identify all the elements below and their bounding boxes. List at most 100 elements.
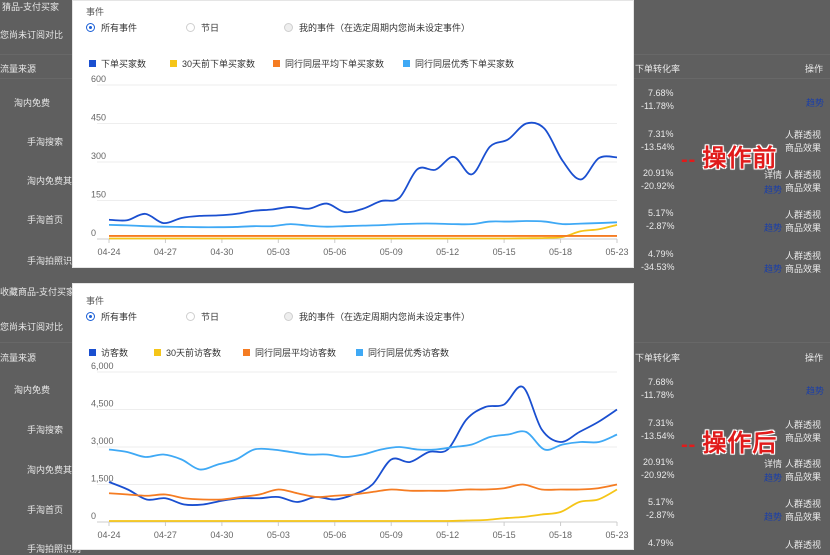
bg-row-label: 淘内免费 bbox=[14, 385, 51, 395]
y-tick-label: 600 bbox=[91, 75, 106, 84]
legend-swatch bbox=[243, 349, 250, 356]
radio-all-events[interactable]: 所有事件 bbox=[86, 21, 137, 34]
bg-crowd[interactable]: 人群透视 bbox=[785, 420, 822, 430]
legend-label: 同行同层优秀下单买家数 bbox=[415, 59, 515, 69]
legend-label: 下单买家数 bbox=[101, 59, 147, 69]
bg-value: -13.54% bbox=[641, 142, 675, 152]
series-line bbox=[108, 220, 618, 229]
bg-detail-link[interactable]: 详情 bbox=[764, 170, 783, 180]
x-tick-label: 05-12 bbox=[436, 530, 459, 540]
radio-disabled-icon bbox=[284, 312, 293, 321]
radio-label: 我的事件（在选定周期内您尚未设定事件） bbox=[299, 312, 471, 322]
trend-link[interactable]: 趋势 bbox=[764, 264, 783, 274]
radio-label: 节日 bbox=[201, 23, 220, 33]
legend-swatch bbox=[89, 349, 96, 356]
bg-col-source: 流量来源 bbox=[0, 64, 37, 74]
annotation-before: -- 操作前 bbox=[681, 138, 777, 173]
bg-product-effect[interactable]: 商品效果 bbox=[785, 143, 822, 153]
y-tick-label: 0 bbox=[91, 228, 96, 238]
bg-row-label: 淘内免费其他 bbox=[27, 176, 82, 186]
trend-link[interactable]: 趋势 bbox=[806, 386, 825, 396]
radio-disabled-icon bbox=[284, 23, 293, 32]
trend-link[interactable]: 趋势 bbox=[764, 185, 783, 195]
x-tick-label: 05-15 bbox=[493, 530, 516, 540]
bg-crowd[interactable]: 人群透视 bbox=[785, 130, 822, 140]
trend-link[interactable]: 趋势 bbox=[806, 98, 825, 108]
bg-row-label: 收藏商品-支付买家 bbox=[0, 287, 75, 297]
x-tick-label: 05-06 bbox=[323, 247, 346, 257]
bg-product-effect[interactable]: 商品效果 bbox=[785, 512, 822, 522]
x-tick-label: 04-27 bbox=[154, 530, 177, 540]
bg-value: -11.78% bbox=[641, 390, 674, 400]
y-tick-label: 1,500 bbox=[91, 474, 114, 484]
legend-item[interactable]: 30天前下单买家数 bbox=[170, 57, 255, 70]
bg-value: 7.31% bbox=[648, 418, 674, 428]
y-tick-label: 4,500 bbox=[91, 399, 114, 409]
bg-row-label: 淘内免费 bbox=[14, 98, 51, 108]
radio-label: 所有事件 bbox=[101, 23, 138, 33]
legend-swatch bbox=[89, 60, 96, 67]
annotation-after: -- 操作后 bbox=[681, 423, 777, 458]
bg-crowd[interactable]: 人群透视 bbox=[785, 251, 822, 261]
radio-checked-icon bbox=[86, 312, 95, 321]
legend-item[interactable]: 同行同层优秀访客数 bbox=[356, 346, 449, 359]
bg-value: 7.68% bbox=[648, 88, 674, 98]
bg-row-label: 手淘拍照识别 bbox=[27, 256, 82, 266]
series-line bbox=[108, 483, 618, 501]
radio-my-events[interactable]: 我的事件（在选定周期内您尚未设定事件） bbox=[284, 310, 470, 323]
x-tick-label: 05-18 bbox=[549, 530, 572, 540]
radio-my-events[interactable]: 我的事件（在选定周期内您尚未设定事件） bbox=[284, 21, 470, 34]
x-tick-label: 05-09 bbox=[380, 247, 403, 257]
x-tick-label: 05-15 bbox=[493, 247, 516, 257]
radio-holidays[interactable]: 节日 bbox=[186, 21, 219, 34]
series-line bbox=[108, 430, 618, 471]
bg-product-effect[interactable]: 商品效果 bbox=[785, 472, 822, 482]
legend-item[interactable]: 30天前访客数 bbox=[154, 346, 221, 359]
legend-item[interactable]: 同行同层平均访客数 bbox=[243, 346, 336, 359]
bg-crowd[interactable]: 人群透视 bbox=[785, 210, 822, 220]
bg-value: -2.87% bbox=[646, 221, 675, 231]
x-tick-label: 05-03 bbox=[267, 247, 290, 257]
x-tick-label: 04-24 bbox=[97, 247, 120, 257]
bg-col-action: 操作 bbox=[805, 353, 824, 363]
legend-label: 同行同层平均下单买家数 bbox=[285, 59, 385, 69]
legend-item[interactable]: 同行同层平均下单买家数 bbox=[273, 57, 384, 70]
legend-item[interactable]: 访客数 bbox=[89, 346, 128, 359]
bg-product-effect[interactable]: 商品效果 bbox=[785, 433, 822, 443]
bg-product-effect[interactable]: 商品效果 bbox=[785, 264, 822, 274]
bg-crowd[interactable]: 人群透视 bbox=[785, 499, 822, 509]
annotation-dash: -- bbox=[681, 149, 697, 171]
legend-item[interactable]: 下单买家数 bbox=[89, 57, 146, 70]
bg-row-label: 手淘搜索 bbox=[27, 137, 64, 147]
y-tick-label: 450 bbox=[91, 113, 106, 123]
x-tick-label: 05-23 bbox=[605, 247, 628, 257]
bg-value: 7.31% bbox=[648, 129, 674, 139]
bg-value: -11.78% bbox=[641, 101, 674, 111]
bg-detail-link[interactable]: 详情 bbox=[764, 459, 783, 469]
bg-crowd[interactable]: 人群透视 bbox=[785, 459, 822, 469]
legend-item[interactable]: 同行同层优秀下单买家数 bbox=[403, 57, 514, 70]
bg-crowd[interactable]: 人群透视 bbox=[785, 540, 822, 550]
bg-value: 5.17% bbox=[648, 208, 674, 218]
radio-unchecked-icon bbox=[186, 23, 195, 32]
bg-crowd[interactable]: 人群透视 bbox=[785, 170, 822, 180]
line-chart-after: 6,000 4,500 3,000 1,500 004-24 04-27 04-30 05-0… bbox=[91, 362, 629, 540]
bg-row-label: 手淘首页 bbox=[27, 215, 64, 225]
bg-row-label: 您尚未订阅对比 bbox=[0, 322, 64, 332]
legend-swatch bbox=[403, 60, 410, 67]
radio-holidays[interactable]: 节日 bbox=[186, 310, 219, 323]
y-tick-label: 0 bbox=[91, 511, 96, 521]
y-tick-label: 3,000 bbox=[91, 436, 114, 446]
radio-label: 节日 bbox=[201, 312, 220, 322]
bg-row-label: 流量来源 bbox=[0, 353, 37, 363]
trend-link[interactable]: 趋势 bbox=[764, 223, 783, 233]
radio-all-events[interactable]: 所有事件 bbox=[86, 310, 137, 323]
x-tick-label: 05-03 bbox=[267, 530, 290, 540]
bg-value: -20.92% bbox=[641, 470, 675, 480]
trend-link[interactable]: 趋势 bbox=[764, 512, 783, 522]
bg-product-effect[interactable]: 商品效果 bbox=[785, 183, 822, 193]
x-tick-label: 05-06 bbox=[323, 530, 346, 540]
trend-link[interactable]: 趋势 bbox=[764, 473, 783, 483]
bg-product-effect[interactable]: 商品效果 bbox=[785, 223, 822, 233]
bg-value: 7.68% bbox=[648, 377, 674, 387]
